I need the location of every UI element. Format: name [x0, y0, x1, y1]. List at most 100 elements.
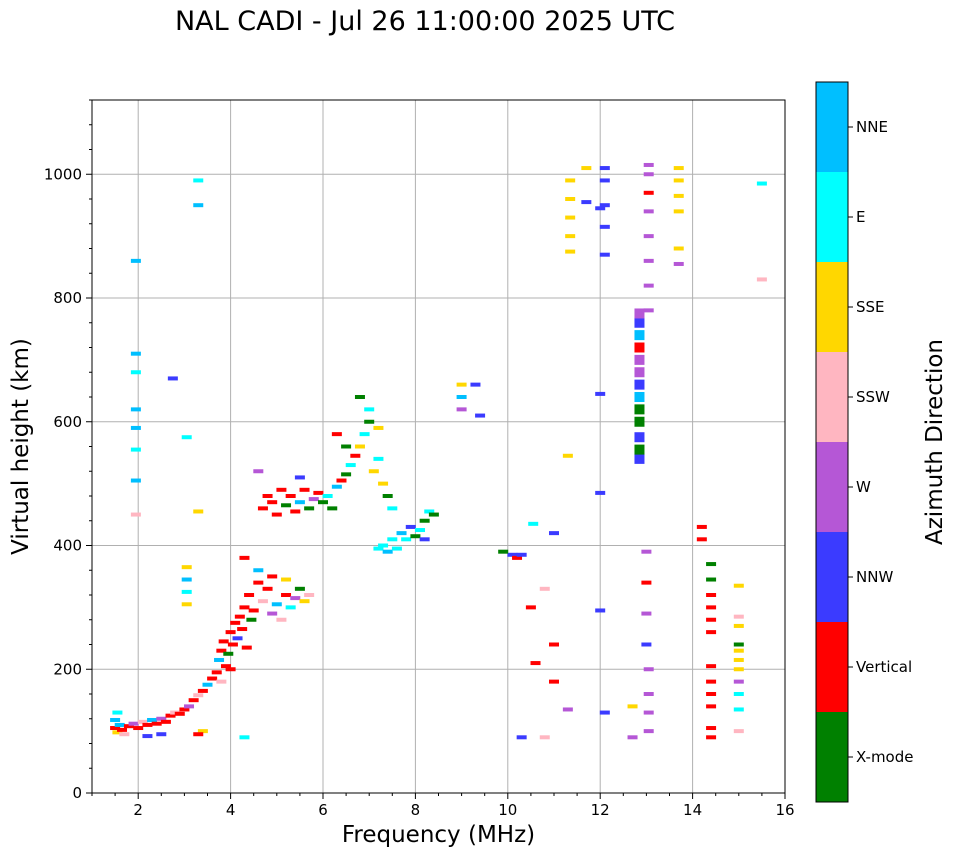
echo-point	[193, 509, 204, 514]
echo-point	[756, 277, 767, 282]
echo-point	[181, 602, 192, 607]
echo-point	[227, 642, 238, 647]
y-tick-label: 800	[53, 289, 82, 307]
echo-point	[294, 586, 305, 591]
echo-point	[599, 178, 610, 183]
echo-point	[456, 407, 467, 412]
echo-point	[706, 726, 717, 731]
echo-point	[378, 543, 389, 548]
echo-point	[706, 593, 717, 597]
echo-point	[193, 178, 204, 183]
echo-point	[130, 425, 141, 430]
echo-point	[562, 453, 573, 458]
echo-point	[137, 719, 148, 724]
echo-point	[354, 444, 365, 449]
echo-point	[382, 494, 393, 498]
echo-point	[643, 692, 654, 696]
echo-point	[181, 435, 192, 440]
echo-point	[130, 478, 141, 483]
echo-point	[276, 617, 287, 622]
echo-point	[401, 537, 412, 542]
echo-point	[368, 469, 379, 474]
echo-point	[290, 509, 301, 514]
echo-point	[539, 586, 550, 591]
echo-point	[673, 246, 684, 251]
x-tick-label: 8	[411, 801, 421, 819]
echo-point	[216, 648, 227, 653]
echo-point	[130, 370, 141, 375]
echo-point	[232, 636, 243, 641]
echo-point	[142, 734, 153, 739]
colorbar-category-label: Vertical	[856, 658, 912, 676]
echo-point	[285, 494, 296, 498]
echo-point	[643, 258, 654, 263]
echo-point	[549, 679, 559, 684]
echo-point	[733, 707, 744, 712]
echo-point	[581, 166, 592, 171]
echo-point	[733, 679, 744, 684]
echo-point	[214, 657, 225, 662]
echo-point	[456, 382, 467, 387]
echo-point	[410, 534, 421, 539]
echo-point	[123, 724, 134, 729]
echo-point	[364, 407, 375, 412]
echo-point	[706, 704, 717, 709]
echo-point	[756, 181, 767, 186]
echo-point	[733, 642, 744, 647]
echo-point	[549, 642, 559, 647]
echo-point	[733, 648, 744, 653]
echo-point	[599, 166, 610, 171]
echo-point	[525, 605, 536, 610]
echo-point	[419, 537, 430, 542]
echo-point	[634, 444, 645, 455]
echo-point	[207, 676, 218, 681]
echo-point	[244, 593, 255, 597]
colorbar-category-label: E	[856, 208, 865, 226]
echo-point	[373, 456, 384, 461]
x-axis-label: Frequency (MHz)	[342, 822, 535, 848]
colorbar-segment	[816, 712, 848, 802]
echo-point	[733, 667, 744, 672]
colorbar-segment	[816, 172, 848, 262]
echo-point	[294, 475, 305, 480]
echo-point	[193, 693, 204, 698]
echo-point	[156, 732, 167, 737]
echo-point	[641, 580, 652, 585]
echo-point	[634, 317, 645, 328]
echo-point	[211, 670, 222, 675]
echo-point	[304, 593, 315, 597]
echo-point	[281, 503, 292, 508]
echo-point	[706, 735, 717, 740]
echo-point	[281, 577, 292, 582]
echo-point	[257, 506, 268, 511]
echo-point	[184, 704, 195, 709]
echo-point	[599, 710, 610, 715]
echo-point	[565, 215, 576, 220]
echo-point	[239, 735, 250, 740]
echo-point	[130, 258, 141, 263]
echo-point	[112, 710, 123, 715]
echo-point	[216, 679, 227, 684]
echo-point	[267, 500, 278, 505]
echo-point	[341, 444, 352, 449]
echo-point	[565, 234, 576, 239]
echo-point	[706, 679, 717, 684]
echo-point	[498, 549, 509, 554]
echo-point	[696, 537, 707, 542]
echo-point	[706, 617, 717, 622]
x-tick-label: 16	[775, 801, 794, 819]
echo-point	[322, 494, 333, 498]
echo-point	[241, 645, 252, 650]
echo-point	[733, 614, 744, 619]
echo-point	[181, 565, 192, 570]
colorbar-segment	[816, 622, 848, 712]
colorbar-category-label: X-mode	[856, 748, 913, 766]
echo-point	[634, 308, 645, 319]
echo-point	[673, 209, 684, 214]
data-points	[110, 162, 767, 740]
x-tick-label: 4	[226, 801, 236, 819]
echo-point	[512, 555, 523, 560]
echo-point	[373, 546, 384, 551]
echo-point	[565, 249, 576, 254]
echo-point	[428, 512, 439, 517]
